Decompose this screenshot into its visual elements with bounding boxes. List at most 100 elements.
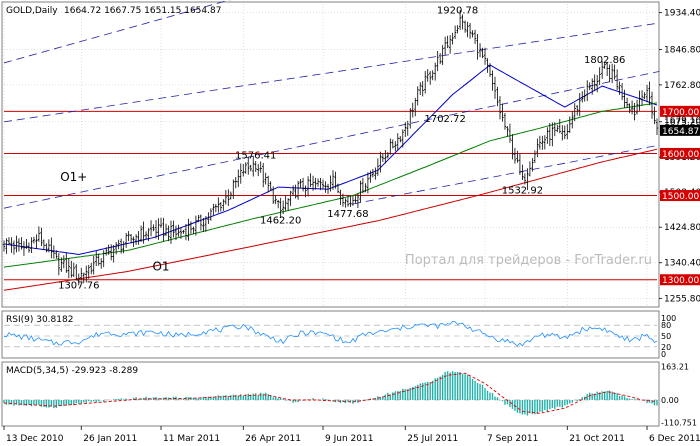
time-tick-label: 25 Jul 2011 (407, 434, 458, 444)
ohlc-bar (309, 173, 312, 188)
ohlc-bar (526, 168, 529, 191)
time-tick-label: 13 Dec 2010 (6, 434, 64, 444)
ohlc-bar (566, 124, 569, 140)
ohlc-bar (628, 103, 631, 114)
ohlc-bar (633, 102, 636, 121)
time-tick-label: 9 Jun 2011 (325, 434, 373, 444)
ohlc-bar (304, 185, 307, 198)
ohlc-bar (122, 241, 125, 254)
ohlc-bar (461, 14, 464, 30)
ohlc-bar (448, 35, 452, 54)
ohlc-bar (152, 224, 155, 232)
ohlc-bar (107, 244, 110, 255)
ohlc-bar (516, 150, 519, 163)
macd-panel-frame (1, 361, 660, 427)
ohlc-bar (182, 229, 185, 234)
time-tick-label: 21 Oct 2011 (569, 434, 625, 444)
ohlc-bar (578, 93, 581, 117)
price-tick-label: 1762.80 (664, 81, 700, 91)
ohlc-bar (640, 90, 644, 106)
ohlc-bar (154, 220, 158, 239)
ohlc-bar (431, 70, 434, 81)
price-annotation: 1802.86 (584, 55, 625, 66)
ohlc-bar (129, 233, 133, 244)
rsi-panel-frame (1, 310, 660, 359)
ohlc-bar (548, 123, 552, 147)
ohlc-bar (132, 236, 135, 247)
ohlc-bar (334, 171, 337, 189)
ohlc-bar (411, 102, 414, 118)
ohlc-bar (528, 161, 532, 177)
macd-signal-line (3, 372, 658, 414)
ohlc-bar (648, 81, 651, 106)
ohlc-bar (476, 34, 479, 60)
ohlc-bar (561, 125, 564, 141)
ohlc-bar (643, 92, 646, 100)
ohlc-bar (117, 239, 120, 250)
price-annotation: 1920.78 (437, 5, 478, 16)
ohlc-bar (513, 147, 517, 164)
ohlc-bar (242, 163, 245, 177)
ohlc-bar (608, 64, 611, 82)
ohlc-bar (590, 78, 594, 95)
ohlc-bar (90, 262, 93, 275)
ohlc-bar (615, 69, 619, 91)
price-annotation: 1532.92 (502, 186, 543, 197)
ohlc-bar (104, 247, 108, 256)
ohlc-bar (394, 141, 397, 152)
ohlc-bar (603, 62, 606, 69)
current-price-badge-bg (660, 124, 700, 136)
ohlc-bar (237, 169, 240, 188)
ohlc-bar (149, 220, 153, 237)
ohlc-bar (179, 227, 183, 239)
ohlc-bar (369, 170, 372, 183)
ohlc-bar (209, 208, 213, 221)
ohlc-bar (194, 215, 198, 236)
channel-line (3, 22, 660, 123)
level-badge: 1700.00 (662, 108, 699, 118)
ohlc-bar (324, 181, 327, 193)
macd-title: MACD(5,34,5) -29.923 -8.289 (6, 366, 138, 376)
price-tick-label: 1846.80 (664, 46, 700, 56)
ohlc-bar (635, 99, 639, 115)
price-annotations: 1920.78 1702.72 1802.86 1576.41 1462.20 1477.… (58, 5, 625, 291)
rsi-tick-label: 20 (661, 343, 671, 352)
ohlc-bar (593, 74, 596, 91)
ohlc-bar (339, 189, 342, 205)
time-tick-label: 11 Mar 2011 (163, 434, 220, 444)
ohlc-bar (386, 151, 390, 159)
ohlc-bar (134, 234, 138, 245)
ohlc-bar (254, 161, 257, 172)
ohlc-bar (319, 178, 322, 191)
rsi-tick-label: 100 (661, 314, 676, 323)
time-tick-label: 7 Sep 2011 (487, 434, 538, 444)
ohlc-bar (42, 239, 46, 250)
ohlc-bar (269, 181, 272, 191)
ohlc-bar (404, 122, 407, 137)
ohlc-bar (396, 133, 399, 150)
ohlc-bar (284, 195, 287, 211)
time-tick-label: 26 Jan 2011 (83, 434, 137, 444)
ohlc-bar (488, 63, 492, 77)
ohlc-bar (85, 265, 88, 283)
rsi-title: RSI(9) 30.8182 (6, 315, 73, 325)
ohlc-bar (321, 179, 325, 189)
ohlc-bar (426, 69, 429, 82)
ohlc-bar (645, 84, 649, 103)
ohlc-bar (112, 245, 115, 263)
ohlc-bar (232, 179, 235, 199)
ohlc-bar (157, 218, 160, 240)
ohlc-bar (481, 47, 484, 59)
ohlc-bar (281, 200, 285, 215)
wave-label: O1+ (60, 170, 87, 184)
ohlc-bar (60, 257, 63, 272)
ohlc-bar (576, 105, 579, 116)
ohlc-bar (100, 258, 103, 269)
ohlc-bar (414, 97, 417, 117)
ohlc-bar (598, 67, 601, 86)
ohlc-bar (356, 193, 360, 209)
ohlc-bar (344, 198, 347, 208)
ohlc-bar (162, 217, 165, 242)
